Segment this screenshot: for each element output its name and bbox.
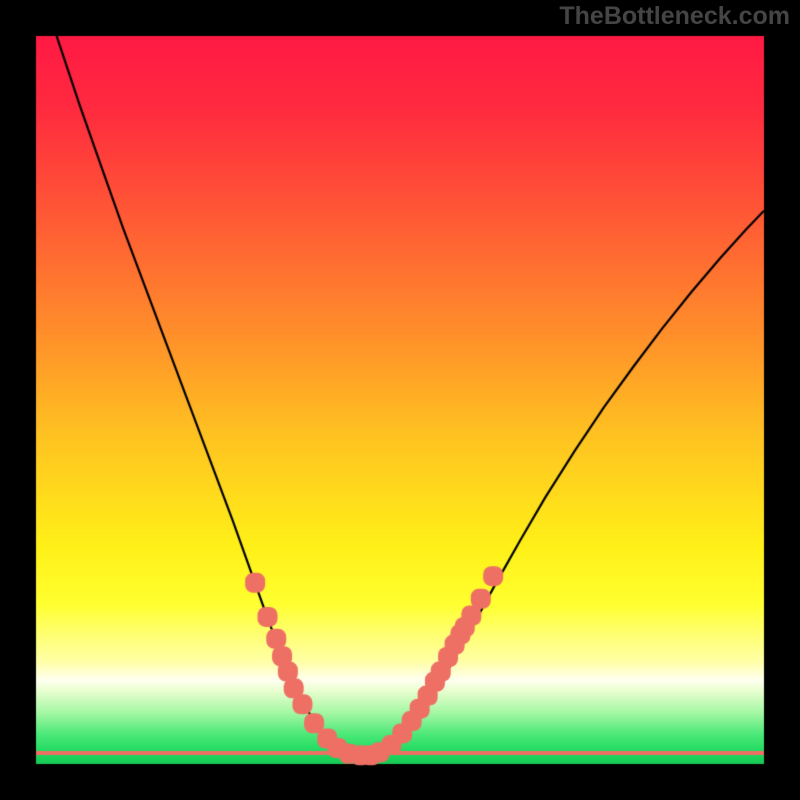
chart-root: TheBottleneck.com	[0, 0, 800, 800]
chart-canvas	[0, 0, 800, 800]
watermark-text: TheBottleneck.com	[559, 2, 790, 31]
